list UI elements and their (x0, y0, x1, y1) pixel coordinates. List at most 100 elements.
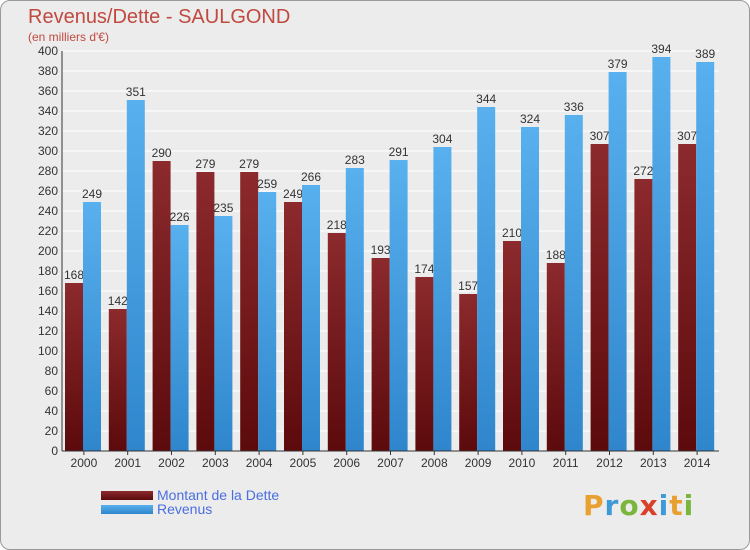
legend-label-revenus: Revenus (157, 501, 213, 517)
data-label-dette-2005: 249 (283, 187, 303, 201)
logo-letter: t (669, 489, 684, 522)
logo-letter: r (604, 489, 620, 522)
bar-revenus-2008 (433, 147, 452, 451)
data-label-dette-2008: 174 (414, 262, 434, 276)
data-label-dette-2007: 193 (371, 243, 391, 257)
legend-item-revenus: Revenus (101, 501, 212, 517)
y-tick-label: 60 (45, 384, 59, 398)
bar-dette-2003 (196, 172, 215, 451)
bar-revenus-2005 (302, 185, 320, 451)
legend-item-dette: Montant de la Dette (101, 487, 279, 503)
y-tick-label: 20 (45, 424, 59, 438)
data-label-dette-2006: 218 (327, 218, 347, 232)
data-label-revenus-2002: 226 (170, 210, 190, 224)
data-label-revenus-2011: 336 (564, 100, 584, 114)
y-tick-label: 180 (38, 264, 58, 278)
bar-dette-2011 (546, 263, 565, 451)
proxiti-logo: Proxiti (583, 489, 694, 522)
data-label-dette-2010: 210 (502, 226, 522, 240)
data-label-revenus-2008: 304 (432, 132, 452, 146)
bar-dette-2004 (240, 172, 259, 451)
data-label-revenus-2006: 283 (345, 153, 365, 167)
bar-dette-2008 (415, 277, 434, 451)
bar-dette-2014 (678, 144, 697, 451)
data-label-dette-2001: 142 (108, 294, 128, 308)
data-label-dette-2004: 279 (239, 157, 259, 171)
bar-dette-2007 (371, 258, 390, 451)
logo-letter: i (658, 489, 670, 522)
legend-label-dette: Montant de la Dette (157, 487, 280, 503)
data-label-dette-2000: 168 (64, 268, 84, 282)
data-label-dette-2012: 307 (590, 129, 610, 143)
data-label-revenus-2010: 324 (520, 112, 540, 126)
x-tick-label: 2005 (290, 456, 317, 470)
data-label-revenus-2000: 249 (82, 187, 102, 201)
bar-revenus-2002 (170, 225, 189, 451)
data-label-revenus-2001: 351 (126, 85, 146, 99)
bar-dette-2005 (284, 202, 302, 451)
x-tick-label: 2001 (114, 456, 141, 470)
y-tick-label: 380 (38, 64, 58, 78)
y-tick-label: 260 (38, 184, 58, 198)
bar-revenus-2001 (126, 100, 145, 451)
y-tick-label: 240 (38, 204, 58, 218)
bar-dette-2010 (503, 241, 521, 451)
data-label-dette-2011: 188 (546, 248, 566, 262)
data-label-revenus-2005: 266 (301, 170, 321, 184)
bar-revenus-2003 (214, 216, 233, 451)
data-label-revenus-2013: 394 (651, 42, 671, 56)
bar-dette-2006 (327, 233, 346, 451)
data-label-revenus-2004: 259 (257, 177, 277, 191)
x-tick-label: 2007 (377, 456, 404, 470)
bar-revenus-2000 (83, 202, 101, 451)
y-tick-label: 0 (51, 444, 58, 458)
logo-letter: o (619, 489, 640, 522)
data-label-revenus-2009: 344 (476, 92, 496, 106)
y-tick-label: 100 (38, 344, 58, 358)
x-tick-label: 2011 (553, 456, 579, 470)
bar-revenus-2014 (696, 62, 715, 451)
bar-revenus-2009 (477, 107, 496, 451)
bars: 168 249 2000 142 351 2001 290 226 2002 279 235 2003… (64, 42, 716, 470)
bar-revenus-2004 (258, 192, 277, 451)
bar-revenus-2012 (608, 72, 627, 451)
data-label-dette-2014: 307 (677, 129, 697, 143)
x-tick-label: 2004 (246, 456, 273, 470)
x-tick-label: 2014 (684, 456, 711, 470)
x-tick-label: 2000 (71, 456, 98, 470)
bar-dette-2013 (634, 179, 653, 451)
y-tick-label: 220 (38, 224, 58, 238)
y-tick-label: 40 (45, 404, 59, 418)
logo-letter: x (639, 489, 659, 522)
x-tick-label: 2013 (640, 456, 667, 470)
y-tick-label: 160 (38, 284, 58, 298)
bar-dette-2000 (65, 283, 83, 451)
y-tick-label: 400 (38, 44, 58, 58)
logo-letter: i (683, 489, 695, 522)
bar-revenus-2013 (652, 57, 671, 451)
x-tick-label: 2009 (465, 456, 492, 470)
data-label-dette-2009: 157 (458, 279, 478, 293)
y-tick-label: 120 (38, 324, 58, 338)
bar-dette-2012 (590, 144, 609, 451)
data-label-dette-2002: 290 (152, 146, 172, 160)
bar-revenus-2006 (345, 168, 364, 451)
data-label-revenus-2014: 389 (695, 47, 715, 61)
x-tick-label: 2002 (158, 456, 185, 470)
logo-letter: P (583, 489, 605, 522)
x-tick-label: 2006 (333, 456, 360, 470)
data-label-revenus-2003: 235 (213, 201, 233, 215)
bar-revenus-2007 (389, 160, 408, 451)
chart-title: Revenus/Dette - SAULGOND (28, 6, 291, 28)
y-tick-label: 80 (45, 364, 59, 378)
bar-revenus-2011 (564, 115, 583, 451)
y-tick-label: 300 (38, 144, 58, 158)
bar-dette-2002 (152, 161, 171, 451)
bar-dette-2009 (459, 294, 478, 451)
bar-revenus-2010 (521, 127, 539, 451)
chart-subtitle: (en milliers d'€) (28, 30, 109, 44)
bar-dette-2001 (108, 309, 127, 451)
x-tick-label: 2010 (509, 456, 536, 470)
